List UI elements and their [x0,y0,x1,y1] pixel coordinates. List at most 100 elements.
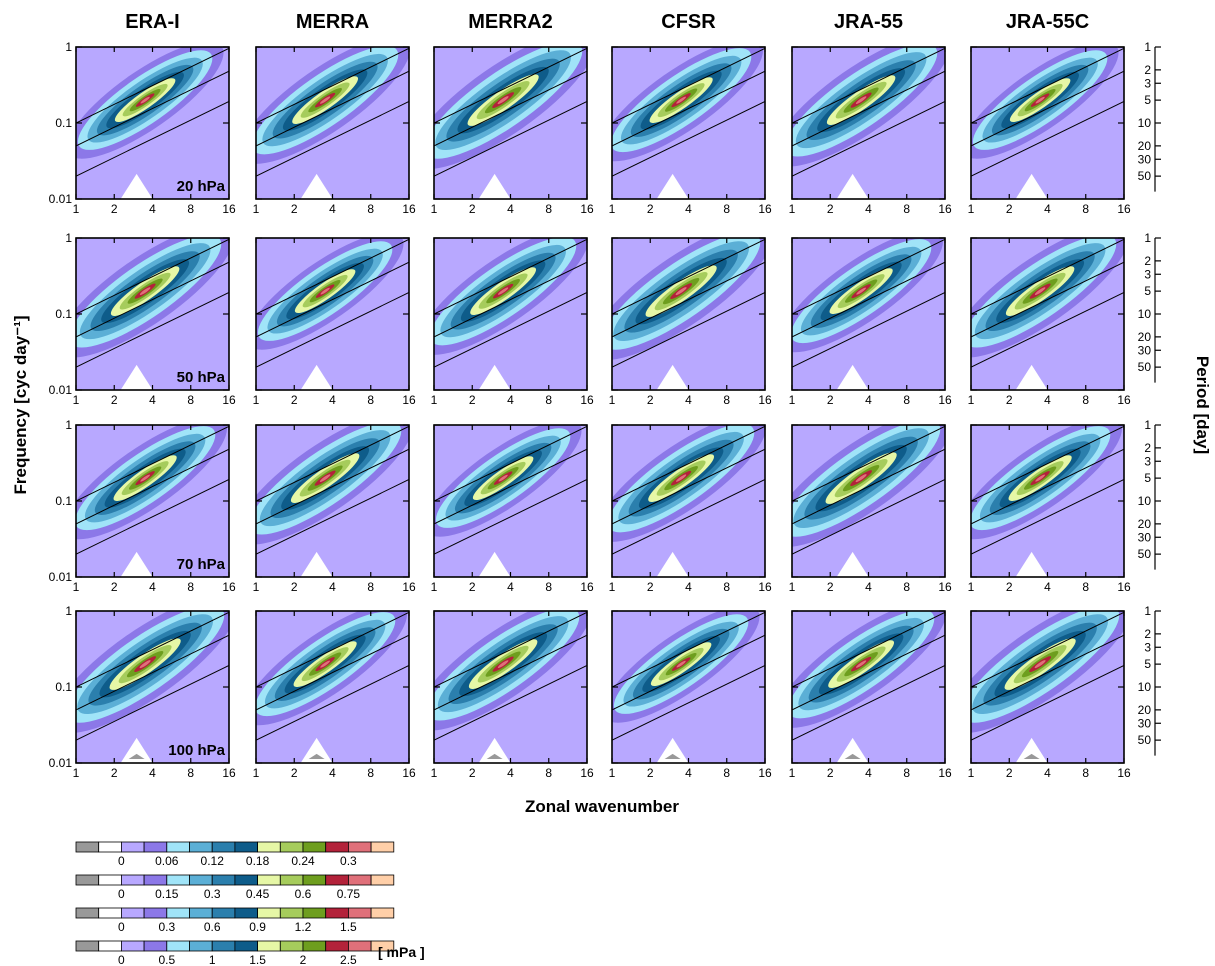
panel: 1 2 4 8 16 [253,424,416,594]
panel: 1 2 4 8 16 [431,46,594,216]
contour-negative [1023,753,1040,759]
contour-negative [844,753,861,759]
y-tick-label: 1 [65,418,72,432]
colorbar-tick-label: 0.6 [295,887,312,901]
reference-line [612,611,765,688]
reference-line [434,261,587,338]
colorbar-swatch [75,940,100,952]
x-tick-label: 16 [580,202,594,216]
contour-zero [300,173,333,199]
panel: 1 2 4 8 16 [789,237,952,407]
y-tick-label: 0.1 [55,307,72,321]
colorbar-swatch [302,874,327,886]
colorbar-swatch [279,841,304,853]
reference-line [612,665,765,741]
contour-negative [308,753,325,759]
x-tick-label: 8 [545,393,552,407]
x-tick-label: 16 [580,393,594,407]
period-tick-label: 50 [1138,360,1152,374]
colorbar-swatch [98,841,122,853]
period-tick-label: 2 [1144,627,1151,641]
reference-line [434,611,587,688]
colorbar-tick-label: 0.24 [291,854,315,868]
x-tick-label: 8 [367,202,374,216]
x-tick-label: 8 [187,393,194,407]
reference-line [76,634,229,711]
colorbars: 0 0.06 0.12 0.18 0.24 0.30 0.15 0.3 0.45 0.6 0.750… [75,841,395,966]
period-tick-label: 30 [1138,152,1152,166]
colorbar-tick-label: 0.6 [204,920,221,934]
period-tick-label: 3 [1144,454,1151,468]
reference-line [434,448,587,525]
contour-zero [478,551,511,577]
x-tick-label: 8 [187,580,194,594]
reference-line [256,70,409,147]
x-tick-label: 4 [685,202,692,216]
x-tick-label: 4 [507,766,514,780]
column-title: JRA-55C [1006,11,1089,33]
x-tick-label: 16 [1117,393,1131,407]
x-tick-label: 16 [938,766,952,780]
colorbar-swatch [121,874,145,886]
colorbar-tick-label: 2.5 [340,953,357,966]
x-tick-label: 1 [789,766,796,780]
reference-line [76,261,229,338]
colorbar-tick-label: 0 [118,887,125,901]
reference-line [612,70,765,147]
panel: 1 2 4 8 16 [968,46,1131,216]
reference-line [256,665,409,741]
colorbar-swatch [211,874,236,886]
x-tick-label: 2 [827,580,834,594]
reference-line [971,448,1124,525]
x-tick-label: 8 [903,202,910,216]
x-tick-label: 4 [865,202,872,216]
x-tick-label: 16 [222,202,236,216]
x-tick-label: 16 [222,766,236,780]
reference-line [792,238,945,315]
contour-zero [120,737,153,763]
x-tick-label: 8 [545,580,552,594]
x-tick-label: 4 [149,202,156,216]
reference-line [256,292,409,368]
period-tick-label: 5 [1144,471,1151,485]
x-tick-label: 16 [222,393,236,407]
reference-line [612,479,765,555]
x-tick-label: 1 [968,393,975,407]
x-tick-label: 2 [291,766,298,780]
x-tick-label: 4 [685,580,692,594]
colorbar-tick-label: 0 [118,953,125,966]
contour-zero [478,364,511,390]
colorbar-swatch [166,907,190,919]
colorbar-tick-label: 2 [300,953,307,966]
period-tick-label: 5 [1144,284,1151,298]
y-tick-label: 0.01 [49,570,73,584]
x-tick-label: 8 [187,202,194,216]
y-tick-label: 0.1 [55,680,72,694]
colorbar-swatch [279,907,304,919]
reference-line [612,425,765,502]
colorbar-swatch [121,940,145,952]
contour-level [139,287,151,295]
x-tick-label: 4 [507,580,514,594]
x-tick-label: 8 [903,580,910,594]
y-tick-label: 0.01 [49,756,73,770]
x-tick-label: 1 [73,393,80,407]
x-tick-label: 1 [789,393,796,407]
colorbar-swatch [98,940,122,952]
period-tick-label: 10 [1138,116,1152,130]
reference-line [434,425,587,502]
reference-line [76,292,229,368]
x-tick-label: 8 [723,393,730,407]
contour-zero [656,173,689,199]
unit-label: [ mPa ] [378,944,425,960]
contour-level [675,287,687,296]
x-tick-label: 2 [1006,766,1013,780]
x-tick-label: 16 [938,202,952,216]
panel: 1 2 4 8 16 [789,424,952,594]
contour-level [497,96,509,105]
contour-zero [1015,737,1048,763]
x-tick-label: 16 [402,766,416,780]
reference-line [612,238,765,315]
x-tick-label: 2 [111,202,118,216]
